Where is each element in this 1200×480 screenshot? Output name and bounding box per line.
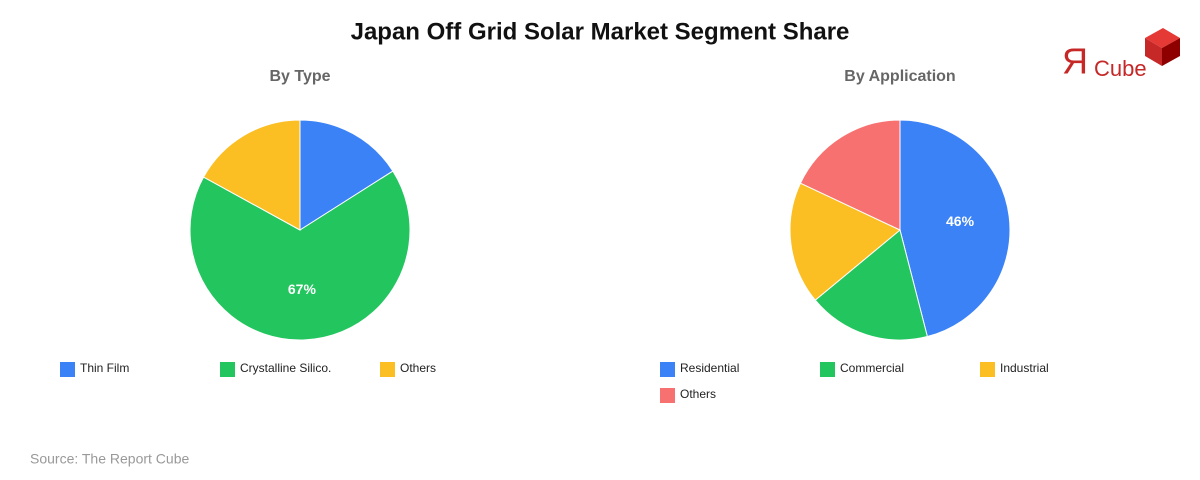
chart-title: By Application (844, 68, 955, 85)
logo-mark: Я (1062, 41, 1088, 82)
logo: Я Cube (1062, 28, 1180, 82)
data-label: 67% (288, 281, 317, 297)
legend-label: Commercial (840, 361, 904, 375)
legend-swatch (980, 362, 995, 377)
legend-swatch (60, 362, 75, 377)
pie-slice (799, 119, 901, 231)
source: Source: The Report Cube (30, 451, 189, 467)
pie-slice (789, 182, 901, 301)
pie-slice (202, 119, 301, 231)
chart-title: By Type (269, 68, 330, 85)
legend-label: Others (400, 361, 436, 375)
logo-cube-left (1145, 38, 1162, 66)
pie-slice (189, 170, 411, 341)
legend-swatch (380, 362, 395, 377)
page-title: Japan Off Grid Solar Market Segment Shar… (351, 18, 850, 45)
legend-label: Thin Film (80, 361, 129, 375)
legend-label: Crystalline Silico. (240, 361, 331, 375)
data-label: 46% (946, 213, 975, 229)
logo-cube-right (1162, 38, 1180, 66)
legend-swatch (660, 388, 675, 403)
logo-cube-top (1145, 28, 1180, 48)
logo-text: Cube (1094, 56, 1147, 81)
legend-label: Residential (680, 361, 739, 375)
legend-label: Industrial (1000, 361, 1049, 375)
pie-slice (899, 119, 1011, 338)
legend-label: Others (680, 387, 716, 401)
pie-slice (299, 119, 394, 231)
legend-swatch (220, 362, 235, 377)
legend-swatch (820, 362, 835, 377)
legend-swatch (660, 362, 675, 377)
pie-slice (814, 229, 928, 341)
